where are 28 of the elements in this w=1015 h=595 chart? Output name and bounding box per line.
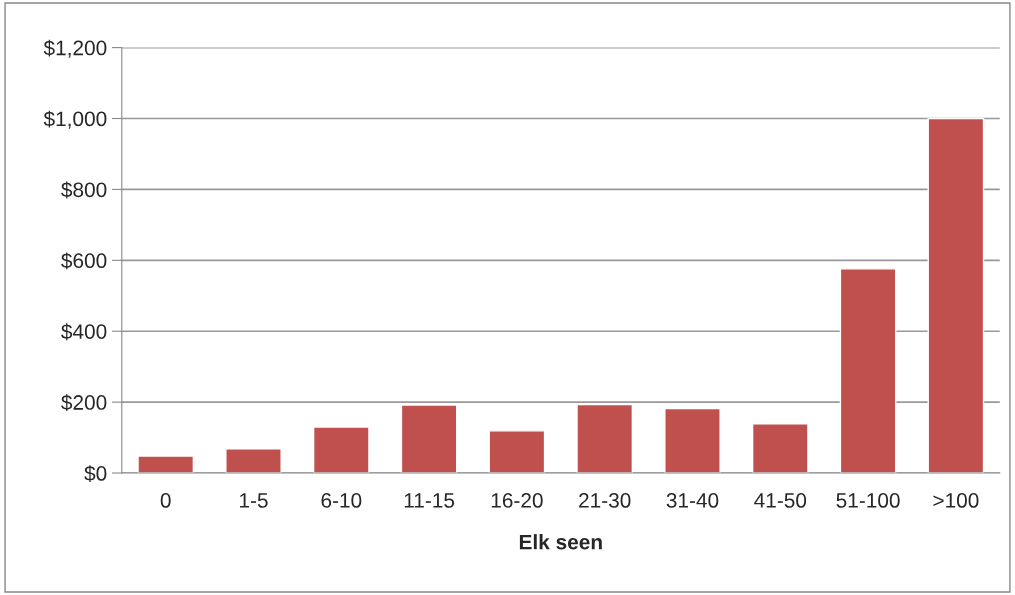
bar bbox=[839, 268, 897, 474]
x-tick-label: 21-30 bbox=[579, 493, 631, 508]
y-tick-label: $1,000 bbox=[43, 110, 107, 129]
bar bbox=[312, 426, 370, 474]
bar bbox=[225, 448, 282, 474]
y-tick-label: $800 bbox=[61, 181, 107, 199]
y-tick-label: $0 bbox=[84, 465, 107, 483]
x-tick-label: 16-20 bbox=[491, 493, 543, 508]
bar bbox=[137, 455, 195, 474]
y-tick-label: $600 bbox=[61, 252, 107, 270]
x-tick-label: 6-10 bbox=[321, 493, 362, 508]
x-tick-label: 51-100 bbox=[836, 493, 900, 508]
bar bbox=[400, 404, 458, 474]
y-tick-label: $1,200 bbox=[43, 39, 107, 58]
bar bbox=[927, 117, 985, 474]
y-tick-label: $400 bbox=[61, 323, 107, 341]
x-tick-label: 0 bbox=[160, 493, 171, 508]
bar bbox=[576, 403, 634, 474]
y-tick-label: $200 bbox=[61, 394, 107, 412]
x-tick-label: 41-50 bbox=[754, 493, 807, 508]
bar bbox=[664, 407, 721, 474]
x-axis-title: Elk seen bbox=[519, 534, 602, 550]
x-tick-label: 1-5 bbox=[240, 493, 268, 508]
x-tick-label: 31-40 bbox=[666, 493, 719, 508]
bar bbox=[488, 430, 546, 474]
bar bbox=[751, 423, 809, 474]
x-tick-label: >100 bbox=[933, 493, 979, 508]
x-tick-label: 11-15 bbox=[404, 493, 455, 508]
